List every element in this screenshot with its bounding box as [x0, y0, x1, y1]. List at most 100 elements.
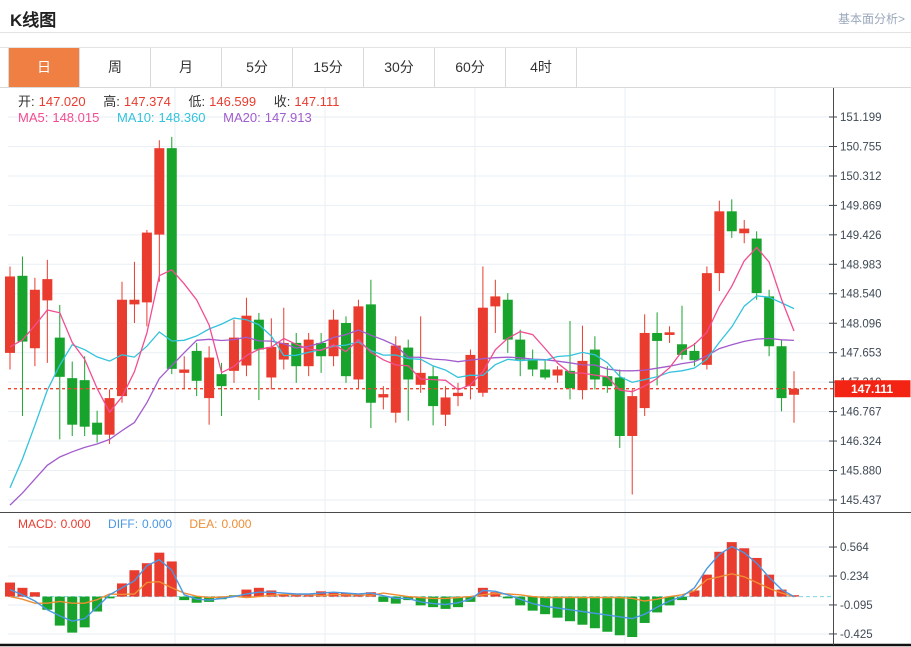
low-label: 低: — [188, 94, 206, 109]
candle-up — [477, 307, 488, 393]
candle-down — [602, 376, 613, 387]
macd-hist-bar — [540, 596, 551, 615]
macd-hist-bar — [614, 596, 625, 636]
candle-down — [79, 380, 90, 427]
candle-down — [776, 346, 787, 399]
candle-up — [378, 394, 389, 398]
candle-up — [104, 398, 115, 435]
y-axis-label: 151.199 — [840, 112, 882, 124]
tab-interval-3[interactable]: 5分 — [222, 48, 293, 87]
macd-hist-bar — [241, 589, 252, 597]
macd-hist-bar — [278, 593, 289, 597]
macd-hist-bar — [502, 596, 513, 599]
dea-line — [9, 573, 795, 604]
macd-hist-bar — [453, 596, 463, 608]
macd-hist-bar — [428, 596, 439, 608]
candle-down — [689, 350, 700, 361]
fundamental-analysis-link[interactable]: 基本面分析> — [837, 12, 905, 26]
candle-up — [789, 388, 799, 395]
macd-hist-bar — [266, 590, 277, 597]
diff-label: DIFF: — [108, 517, 139, 531]
candle-up — [739, 228, 750, 234]
candle-up — [278, 342, 289, 360]
ma20-value: 147.913 — [264, 110, 312, 125]
macd-hist-bar — [54, 596, 65, 626]
candle-down — [403, 347, 414, 380]
candle-down — [17, 275, 28, 342]
macd-hist-bar — [477, 587, 488, 597]
close-value: 147.111 — [294, 94, 340, 109]
ma5-value: 148.015 — [52, 110, 100, 125]
candle-down — [54, 337, 65, 377]
macd-hist-bar — [515, 596, 526, 606]
macd-hist-bar — [415, 596, 426, 606]
macd-hist-bar — [204, 596, 215, 602]
ma10-line — [9, 295, 795, 489]
candle-down — [751, 238, 762, 294]
candle-down — [166, 148, 177, 369]
candle-up — [141, 232, 152, 303]
tab-interval-2[interactable]: 月 — [151, 48, 222, 87]
macd-hist-bar — [390, 596, 401, 604]
open-label: 开: — [18, 94, 35, 109]
macd-hist-bar — [490, 592, 501, 597]
macd-hist-bar — [303, 595, 314, 597]
macd-hist-bar — [5, 582, 15, 597]
macd-hist-bar — [129, 570, 140, 597]
tab-interval-0[interactable]: 日 — [9, 48, 80, 87]
title-divider — [0, 32, 911, 33]
candle-down — [652, 332, 663, 341]
macd-hist-bar — [154, 552, 165, 597]
tab-interval-4[interactable]: 15分 — [293, 48, 364, 87]
macd-hist-bar — [627, 596, 638, 638]
tab-interval-1[interactable]: 周 — [80, 48, 151, 87]
interval-tabs: 日周月 5分 15分 30分 60分 4时 — [8, 48, 577, 87]
macd-hist-bar — [92, 596, 103, 612]
candle-down — [291, 342, 302, 367]
macd-hist-bar — [365, 592, 376, 597]
diff-line — [9, 545, 795, 622]
candle-down — [527, 359, 538, 370]
macd-label: MACD: — [18, 517, 57, 531]
candle-down — [428, 376, 439, 407]
diff-value: 0.000 — [142, 517, 173, 531]
candle-up — [129, 299, 140, 305]
macd-hist-bar — [714, 551, 725, 597]
macd-hist-bar — [726, 542, 737, 597]
tab-interval-7[interactable]: 4时 — [506, 48, 577, 87]
candle-down — [515, 339, 526, 360]
low-value: 146.599 — [209, 94, 257, 109]
candle-up — [117, 299, 127, 397]
macd-hist-bar — [677, 596, 687, 601]
macd-hist-bar — [67, 596, 78, 633]
tabbar-top-border — [0, 47, 911, 48]
tab-interval-5[interactable]: 30分 — [364, 48, 435, 87]
close-label: 收: — [273, 94, 291, 109]
dea-label: DEA: — [189, 517, 218, 531]
candle-up — [353, 306, 364, 380]
y-axis-label: 149.869 — [840, 200, 882, 212]
candle-up — [229, 337, 239, 371]
candle-up — [701, 273, 712, 365]
macd-value: 0.000 — [60, 517, 91, 531]
macd-hist-bar — [652, 596, 663, 613]
candle-down — [726, 211, 737, 232]
tab-interval-6[interactable]: 60分 — [435, 48, 506, 87]
candle-up — [453, 392, 463, 397]
macd-hist-bar — [764, 574, 775, 597]
candle-up — [179, 369, 190, 373]
ma5-line — [9, 246, 795, 414]
y-axis-label: -0.425 — [840, 629, 873, 641]
price-badge — [834, 380, 911, 398]
ma10-value: 148.360 — [158, 110, 206, 125]
candle-down — [216, 374, 227, 387]
candle-up — [29, 289, 40, 349]
candle-up — [154, 148, 165, 235]
candle-down — [341, 322, 351, 377]
candle-down — [764, 296, 775, 347]
macd-hist-bar — [440, 596, 451, 609]
open-value: 147.020 — [38, 94, 86, 109]
macd-hist-bar — [639, 596, 650, 623]
